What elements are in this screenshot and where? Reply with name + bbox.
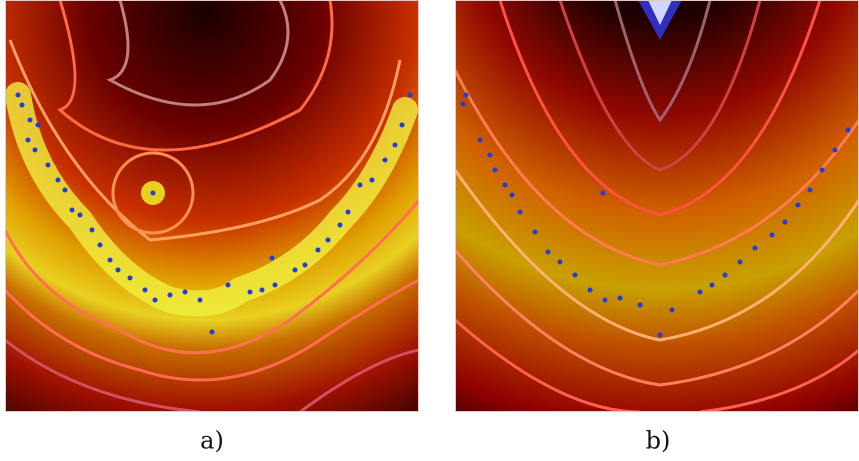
contour — [613, 0, 712, 123]
contour — [5, 278, 419, 382]
sample-point — [97, 242, 103, 248]
contour — [111, 151, 195, 235]
sample-point — [845, 127, 851, 133]
contour — [455, 69, 859, 267]
sample-point — [115, 267, 121, 273]
sample-point — [769, 232, 775, 238]
sample-point — [35, 122, 41, 128]
panel-label: b) — [646, 427, 671, 455]
contour — [558, 0, 762, 172]
sample-point — [32, 147, 38, 153]
ridge — [5, 82, 418, 317]
sample-point — [62, 187, 68, 193]
sample-point — [107, 257, 113, 263]
panel-a — [5, 0, 419, 412]
contour — [498, 0, 822, 217]
sample-point — [369, 177, 375, 183]
sample-point — [477, 137, 483, 143]
contour — [455, 318, 859, 412]
sample-point — [325, 237, 331, 243]
sample-point — [127, 275, 133, 281]
sample-point — [782, 219, 788, 225]
sample-point — [407, 92, 413, 98]
sample-point — [832, 147, 838, 153]
sample-point — [315, 247, 321, 253]
sample-point — [502, 182, 508, 188]
sample-point — [509, 192, 515, 198]
contour — [5, 199, 419, 355]
sample-point — [15, 92, 21, 98]
sample-point — [142, 287, 148, 293]
sample-point — [269, 255, 275, 261]
sample-point — [55, 177, 61, 183]
sample-point — [532, 229, 538, 235]
sample-point — [600, 190, 606, 196]
sample-point — [89, 227, 95, 233]
sample-point — [272, 282, 278, 288]
sample-point — [345, 209, 351, 215]
sample-point — [302, 262, 308, 268]
sample-point — [225, 282, 231, 288]
sample-point — [19, 102, 25, 108]
sample-point — [292, 267, 298, 273]
contour — [5, 338, 419, 412]
sample-point — [463, 92, 469, 98]
sample-point — [697, 289, 703, 295]
sample-point — [657, 332, 663, 338]
sample-point — [150, 190, 156, 196]
sample-point — [382, 157, 388, 163]
sample-point — [197, 297, 203, 303]
sample-point — [517, 209, 523, 215]
sample-point — [27, 117, 33, 123]
sample-point — [337, 222, 343, 228]
sample-point — [392, 142, 398, 148]
contour — [57, 0, 334, 152]
sample-point — [752, 245, 758, 251]
sample-point — [637, 302, 643, 308]
sample-point — [209, 329, 215, 335]
sample-point — [399, 122, 405, 128]
contour — [8, 39, 402, 242]
sample-point — [152, 297, 158, 303]
sample-point — [460, 101, 466, 107]
sample-point — [487, 152, 493, 158]
sample-point — [722, 272, 728, 278]
sample-point — [492, 167, 498, 173]
sample-point — [45, 162, 51, 168]
sample-point — [69, 207, 75, 213]
sample-point — [557, 259, 563, 265]
panel-b — [455, 0, 859, 412]
sample-point — [25, 137, 31, 143]
sample-point — [357, 182, 363, 188]
sample-point — [247, 289, 253, 295]
sample-point — [77, 212, 83, 218]
panel-label: a) — [200, 427, 224, 455]
sample-point — [259, 287, 265, 293]
sample-point — [545, 249, 551, 255]
sample-point — [737, 259, 743, 265]
sample-point — [669, 307, 675, 313]
sample-point — [807, 187, 813, 193]
sample-point — [819, 167, 825, 173]
sample-point — [795, 202, 801, 208]
peak — [648, 0, 672, 25]
sample-point — [617, 295, 623, 301]
sample-point — [587, 287, 593, 293]
contour — [455, 169, 859, 342]
sample-point — [167, 292, 173, 298]
contour — [455, 249, 859, 387]
samples — [460, 92, 851, 338]
sample-point — [602, 297, 608, 303]
sample-point — [709, 282, 715, 288]
samples — [15, 92, 413, 335]
sample-point — [182, 289, 188, 295]
sample-point — [572, 272, 578, 278]
contour — [106, 0, 290, 107]
